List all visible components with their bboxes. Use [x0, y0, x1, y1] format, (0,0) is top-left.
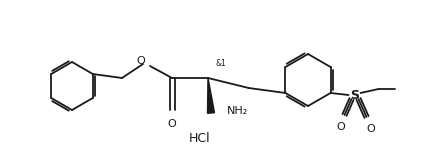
Text: O: O [366, 124, 375, 134]
Text: O: O [168, 119, 176, 129]
Text: HCl: HCl [189, 132, 211, 144]
Text: &1: &1 [215, 59, 226, 68]
Polygon shape [208, 78, 214, 113]
Text: O: O [336, 122, 345, 132]
Text: S: S [350, 89, 359, 101]
Text: NH₂: NH₂ [227, 106, 248, 116]
Text: O: O [137, 56, 146, 66]
